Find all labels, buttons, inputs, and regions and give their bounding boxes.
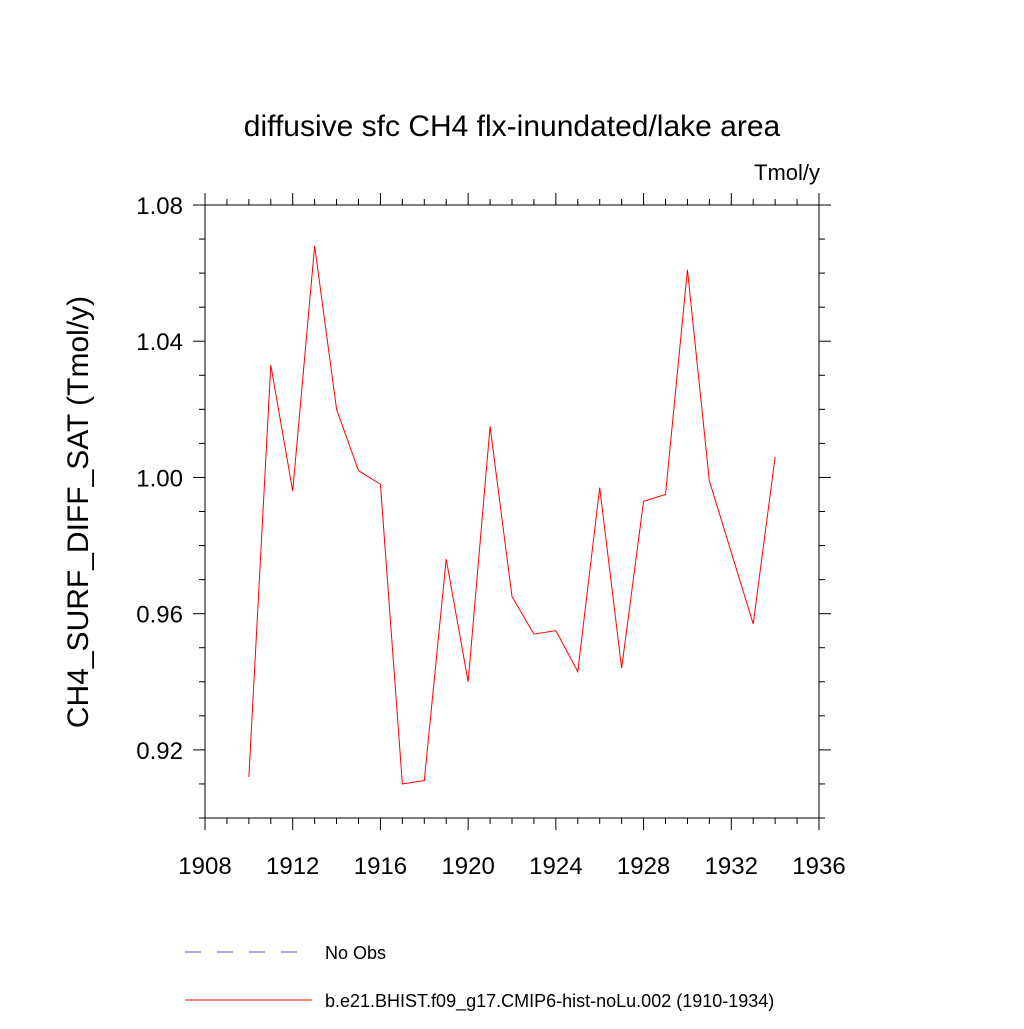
legend: No Obs b.e21.BHIST.f09_g17.CMIP6-hist-noL… [185, 943, 774, 1012]
x-tick-label: 1924 [529, 853, 582, 880]
y-tick-label: 0.92 [136, 738, 183, 765]
x-tick-label: 1916 [354, 853, 407, 880]
y-tick-label: 1.00 [136, 465, 183, 492]
chart-title: diffusive sfc CH4 flx-inundated/lake are… [244, 110, 781, 143]
y-tick-label: 0.96 [136, 602, 183, 629]
chart-units-label: Tmol/y [754, 160, 820, 185]
y-tick-label: 1.04 [136, 329, 183, 356]
plot-frame [205, 205, 819, 818]
axes: 1908 1912 1916 1920 1924 1928 1932 1936 0.92 0.96… [136, 193, 845, 880]
series-layer [249, 246, 775, 784]
x-tick-label: 1920 [441, 853, 494, 880]
x-tick-label: 1912 [266, 853, 319, 880]
legend-label: No Obs [325, 943, 386, 963]
y-axis-label: CH4_SURF_DIFF_SAT (Tmol/y) [62, 296, 95, 728]
x-tick-label: 1932 [705, 853, 758, 880]
y-tick-label: 1.08 [136, 193, 183, 220]
x-tick-label: 1928 [617, 853, 670, 880]
x-tick-label: 1936 [792, 853, 845, 880]
x-tick-label: 1908 [178, 853, 231, 880]
legend-label: b.e21.BHIST.f09_g17.CMIP6-hist-noLu.002 … [325, 991, 774, 1012]
series-line [249, 246, 775, 784]
